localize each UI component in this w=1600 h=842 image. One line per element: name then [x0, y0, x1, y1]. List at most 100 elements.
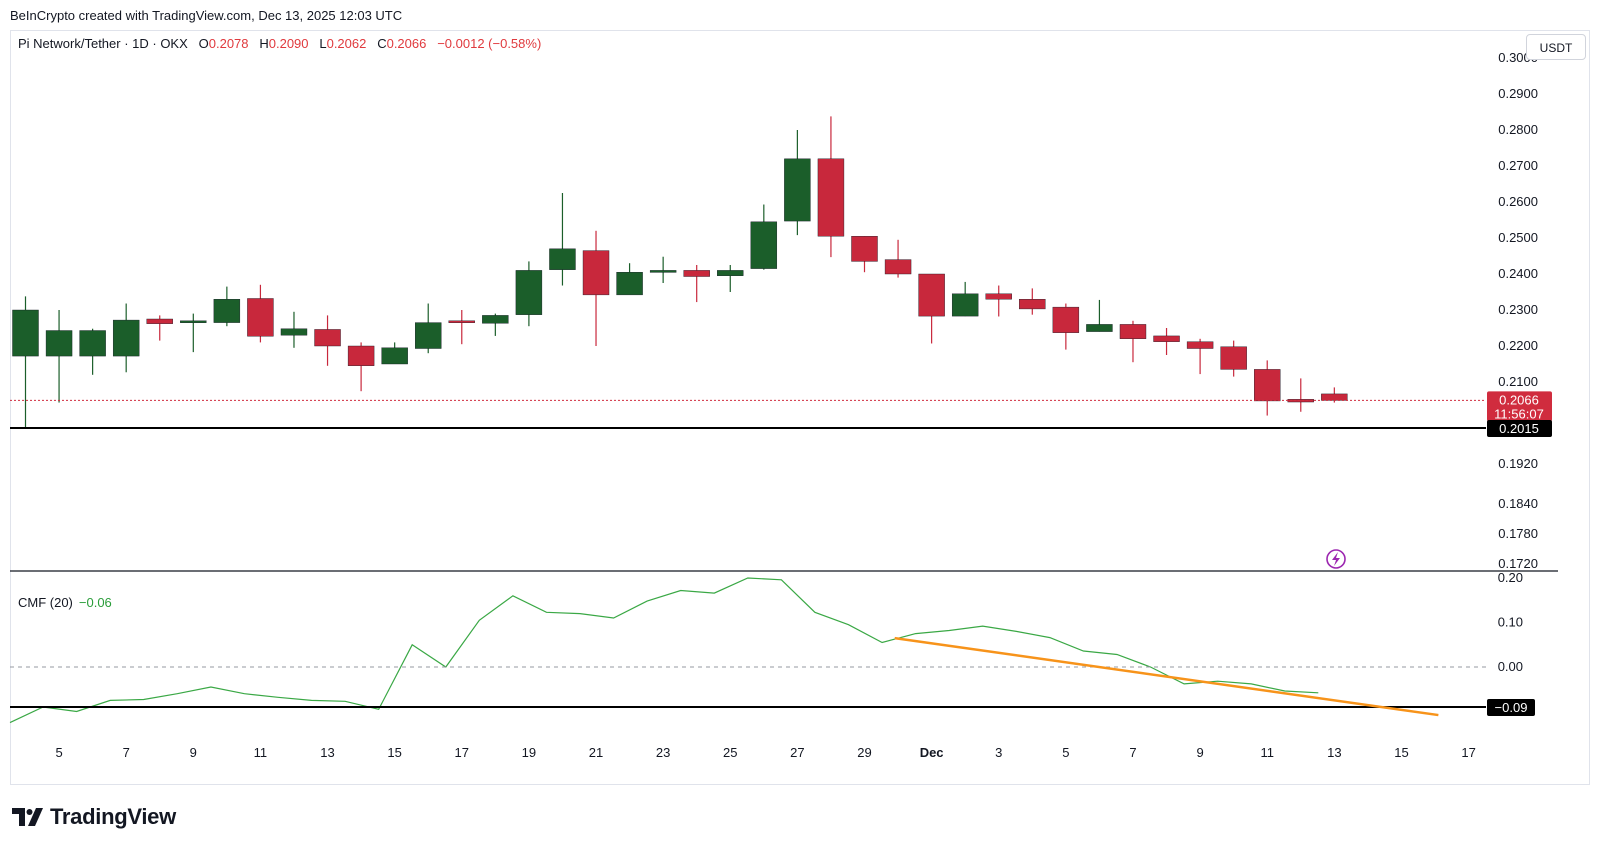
candle-body [45, 330, 73, 357]
date-tick-label: 21 [589, 745, 603, 760]
low-value: 0.2062 [326, 36, 367, 51]
date-tick-label: 11 [1260, 745, 1274, 760]
chart-frame [10, 30, 1590, 785]
candle [1119, 320, 1147, 363]
candle [616, 263, 643, 296]
high-label: H [259, 36, 269, 51]
price-tick-label: 0.2800 [1498, 122, 1538, 137]
cmf-tick-label: 0.20 [1498, 570, 1523, 585]
candle-body [1186, 341, 1214, 349]
support-badge-text: 0.2015 [1499, 421, 1539, 436]
candle [717, 265, 744, 292]
price-tick-label: 0.2200 [1498, 338, 1538, 353]
candle [381, 342, 408, 365]
candle-body [1153, 335, 1180, 342]
candle-body [817, 158, 845, 237]
last-price-badge-bg [1487, 391, 1552, 422]
candle-body [582, 250, 610, 296]
low-label: L [319, 36, 327, 51]
currency-button[interactable]: USDT [1526, 34, 1586, 60]
candle-body [415, 322, 442, 349]
cmf-trendline [894, 636, 1439, 717]
date-tick-label: 7 [123, 745, 130, 760]
candle [649, 256, 677, 283]
candle [515, 261, 543, 327]
candle-body [918, 273, 945, 317]
last-price-badge-text: 11:56:07 [1494, 406, 1544, 421]
support-badge-bg [1487, 420, 1552, 437]
candle-body [1119, 324, 1147, 339]
candle-body [1086, 324, 1113, 332]
candle-body [1052, 306, 1080, 333]
price-tick-label: 0.1720 [1498, 556, 1538, 571]
candle-body [616, 272, 643, 296]
open-value: 0.2078 [208, 36, 249, 51]
candle [1153, 328, 1180, 355]
date-tick-label: 13 [320, 745, 334, 760]
candle [1052, 303, 1080, 350]
date-tick-label: 17 [1461, 745, 1475, 760]
candle [1019, 288, 1046, 315]
date-tick-label: 27 [790, 745, 804, 760]
date-tick-label: 19 [522, 745, 536, 760]
price-change: −0.0012 (−0.58%) [437, 36, 542, 51]
candle-body [180, 320, 207, 323]
date-tick-label: 3 [995, 745, 1002, 760]
date-tick-label: 11 [254, 745, 268, 760]
price-tick-label: 0.1920 [1498, 456, 1538, 471]
candle [1186, 338, 1214, 375]
candle [482, 313, 509, 336]
price-tick-label: 0.2100 [1498, 374, 1538, 389]
last-price-badge-text: 0.2066 [1499, 392, 1539, 407]
tradingview-logo[interactable]: TradingView [12, 804, 176, 830]
candle [549, 193, 576, 286]
candle [918, 273, 945, 344]
candle [448, 310, 475, 345]
date-tick-label: 25 [723, 745, 737, 760]
candle-body [515, 270, 543, 315]
candle [180, 313, 207, 353]
candle [817, 116, 845, 258]
candle [112, 303, 140, 373]
date-tick-label: 13 [1327, 745, 1341, 760]
candle [784, 130, 811, 236]
candle [347, 342, 375, 392]
candle-body [347, 345, 375, 366]
date-tick-label: 23 [656, 745, 670, 760]
candle [247, 284, 274, 343]
tradingview-logo-text: TradingView [50, 804, 176, 829]
candle-body [213, 299, 241, 323]
candle-body [12, 309, 39, 357]
lightning-icon[interactable] [1326, 549, 1346, 569]
candle-body [112, 319, 140, 357]
price-tick-label: 0.1780 [1498, 526, 1538, 541]
price-tick-label: 0.2300 [1498, 302, 1538, 317]
date-tick-label: Dec [920, 745, 944, 760]
tradingview-logo-icon [12, 808, 43, 826]
cmf-support-badge-bg [1487, 699, 1535, 717]
cmf-support-badge-text: −0.09 [1495, 700, 1528, 715]
candle [1086, 299, 1113, 332]
cmf-line [9, 577, 1319, 724]
date-tick-label: 5 [55, 745, 62, 760]
cmf-legend: CMF (20) −0.06 [18, 595, 112, 610]
candle-body [549, 248, 576, 270]
cmf-tick-label: 0.00 [1498, 659, 1523, 674]
candle [79, 328, 106, 375]
candle-body [717, 270, 744, 276]
date-tick-label: 5 [1062, 745, 1069, 760]
candle-body [448, 320, 475, 323]
candle-body [683, 270, 710, 277]
candle-body [247, 298, 274, 337]
close-value: 0.2066 [386, 36, 427, 51]
date-tick-label: 17 [455, 745, 469, 760]
lightning-icon-bolt [1332, 552, 1340, 566]
price-tick-label: 0.2600 [1498, 194, 1538, 209]
candle-body [146, 318, 173, 324]
candle [851, 235, 878, 273]
support-badge: 0.2015 [1487, 420, 1552, 437]
cmf-value: −0.06 [78, 595, 112, 610]
candle [582, 230, 610, 346]
